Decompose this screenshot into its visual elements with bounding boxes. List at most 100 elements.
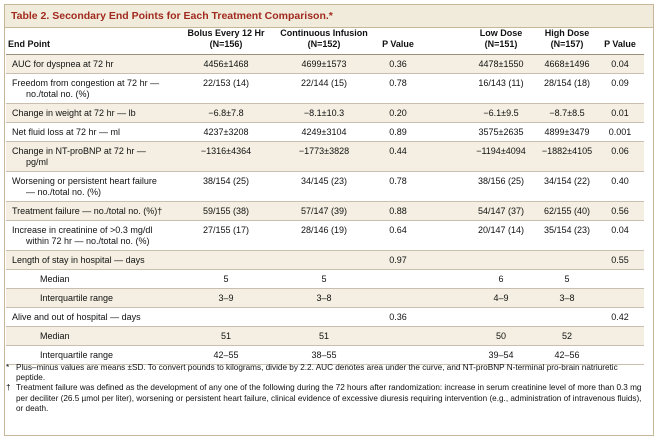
- spacer-cell: [422, 346, 464, 365]
- low-n: (N=151): [484, 39, 518, 49]
- table-row: Treatment failure — no./total no. (%)† 59…: [6, 201, 644, 221]
- bolus-cell: 51: [220, 331, 231, 341]
- end-point-label-line: Alive and out of hospital — days: [12, 312, 141, 322]
- infusion-cell: 51: [318, 331, 329, 341]
- end-point-label: Treatment failure — no./total no. (%)†: [6, 202, 178, 221]
- spacer-cell: [422, 172, 464, 202]
- high-dose-cell: 4899±3479: [544, 127, 590, 137]
- pvalue-1-cell: 0.97: [389, 255, 407, 265]
- pvalue-1-cell: 0.78: [389, 176, 407, 186]
- table-title: Table 2. Secondary End Points for Each T…: [11, 10, 329, 22]
- pvalue-2-cell: [596, 270, 644, 289]
- table-row: Interquartile range 42–55 38–55 39–54 42–56: [6, 346, 644, 365]
- pvalue-2-cell: 0.04: [611, 225, 629, 235]
- low-dose-cell: 4–9: [493, 293, 509, 303]
- spacer-cell: [422, 142, 464, 172]
- table-row: Alive and out of hospital — days 0.36 0.42: [6, 308, 644, 327]
- end-point-label-line: Change in NT-proBNP at 72 hr —: [12, 146, 146, 156]
- infusion-cell: 4699±1573: [301, 59, 347, 69]
- col-header-infusion: Continuous Infusion (N=152): [274, 27, 374, 55]
- bolus-cell: 22/153 (14): [202, 78, 250, 88]
- pvalue-2-cell: 0.01: [611, 108, 629, 118]
- low-name: Low Dose: [479, 28, 523, 38]
- spacer-cell: [422, 308, 464, 327]
- infusion-cell: 22/144 (15): [300, 78, 348, 88]
- infusion-cell: 34/145 (23): [300, 176, 348, 186]
- table-row: Increase in creatinine of >0.3 mg/dl with…: [6, 221, 644, 251]
- bolus-cell: 3–9: [218, 293, 234, 303]
- footnote-text: Treatment failure was defined as the dev…: [16, 383, 642, 413]
- spacer-cell: [422, 104, 464, 123]
- high-dose-cell: 42–56: [554, 350, 580, 360]
- table-row: Change in weight at 72 hr — lb −6.8±7.8 −8…: [6, 103, 644, 123]
- end-point-label-continuation: within 72 hr — no./total no. (%): [26, 236, 150, 246]
- pvalue-2-cell: 0.40: [611, 176, 629, 186]
- high-dose-cell: 34/154 (22): [543, 176, 591, 186]
- spacer-cell: [422, 251, 464, 270]
- col-header-pvalue-1: P Value: [382, 39, 414, 49]
- end-point-label-continuation: no./total no. (%): [26, 89, 90, 99]
- end-point-label-line: Interquartile range: [40, 350, 114, 360]
- high-dose-cell: 52: [561, 331, 572, 341]
- pvalue-2-cell: 0.09: [611, 78, 629, 88]
- pvalue-2-cell: 0.42: [611, 312, 629, 322]
- spacer-cell: [422, 289, 464, 308]
- infusion-cell: 38–55: [311, 350, 337, 360]
- table-row: Median 5 5 6 5: [6, 270, 644, 289]
- high-n: (N=157): [550, 39, 584, 49]
- bolus-cell: −1316±4364: [200, 146, 252, 156]
- end-point-label: Net fluid loss at 72 hr — ml: [6, 123, 178, 142]
- end-point-label: Median: [6, 327, 178, 346]
- pvalue-2-cell: [596, 346, 644, 365]
- high-dose-cell: 5: [564, 274, 570, 284]
- end-point-label-line: Change in weight at 72 hr — lb: [12, 108, 136, 118]
- footnote-1: * Plus–minus values are means ±SD. To co…: [6, 363, 642, 383]
- end-point-label-line: Freedom from congestion at 72 hr —: [12, 78, 160, 88]
- high-dose-cell: −1882±4105: [541, 146, 593, 156]
- bolus-name: Bolus Every 12 Hr: [187, 28, 265, 38]
- low-dose-cell: −6.1±9.5: [483, 108, 519, 118]
- bolus-cell: 5: [223, 274, 229, 284]
- table-title-bar: Table 2. Secondary End Points for Each T…: [5, 5, 653, 28]
- footnote-mark: *: [6, 363, 10, 372]
- infusion-cell: 5: [321, 274, 327, 284]
- end-point-label: Interquartile range: [6, 289, 178, 308]
- end-point-label-line: Median: [40, 331, 70, 341]
- table-row: Freedom from congestion at 72 hr — no./to…: [6, 74, 644, 104]
- bolus-cell: 27/155 (17): [202, 225, 250, 235]
- pvalue-1-cell: 0.36: [389, 59, 407, 69]
- high-dose-cell: [538, 308, 596, 327]
- pvalue-1-cell: [374, 327, 422, 346]
- spacer-cell: [422, 221, 464, 251]
- table-row: Worsening or persistent heart failure — n…: [6, 172, 644, 202]
- low-dose-cell: 3575±2635: [478, 127, 524, 137]
- table-row: Net fluid loss at 72 hr — ml 4237±3208 424…: [6, 123, 644, 142]
- infusion-n: (N=152): [307, 39, 341, 49]
- table-row: Change in NT-proBNP at 72 hr — pg/ml −1316…: [6, 141, 644, 172]
- low-dose-cell: 38/156 (25): [477, 176, 525, 186]
- col-header-spacer: [422, 27, 464, 55]
- end-point-label-line: Net fluid loss at 72 hr — ml: [12, 127, 121, 137]
- pvalue-1-cell: 0.88: [389, 206, 407, 216]
- high-name: High Dose: [544, 28, 590, 38]
- end-point-label: Freedom from congestion at 72 hr — no./to…: [6, 74, 178, 104]
- pvalue-2-cell: [596, 327, 644, 346]
- end-point-label: AUC for dyspnea at 72 hr: [6, 55, 178, 74]
- pvalue-2-cell: 0.04: [611, 59, 629, 69]
- footnote-text: Plus–minus values are means ±SD. To conv…: [16, 363, 618, 383]
- spacer-cell: [422, 55, 464, 74]
- infusion-cell: 4249±3104: [301, 127, 347, 137]
- pvalue-1-cell: 0.20: [389, 108, 407, 118]
- spacer-cell: [422, 202, 464, 221]
- spacer-cell: [422, 74, 464, 104]
- end-point-label-line: Worsening or persistent heart failure: [12, 176, 157, 186]
- low-dose-cell: 4478±1550: [478, 59, 524, 69]
- low-dose-cell: 50: [495, 331, 506, 341]
- pvalue-1-cell: 0.44: [389, 146, 407, 156]
- footnote-mark: †: [6, 383, 11, 393]
- title-footnote-mark: *: [328, 10, 333, 22]
- end-point-label: Interquartile range: [6, 346, 178, 365]
- high-dose-cell: 35/154 (23): [543, 225, 591, 235]
- low-dose-cell: [464, 251, 538, 270]
- high-dose-cell: −8.7±8.5: [549, 108, 585, 118]
